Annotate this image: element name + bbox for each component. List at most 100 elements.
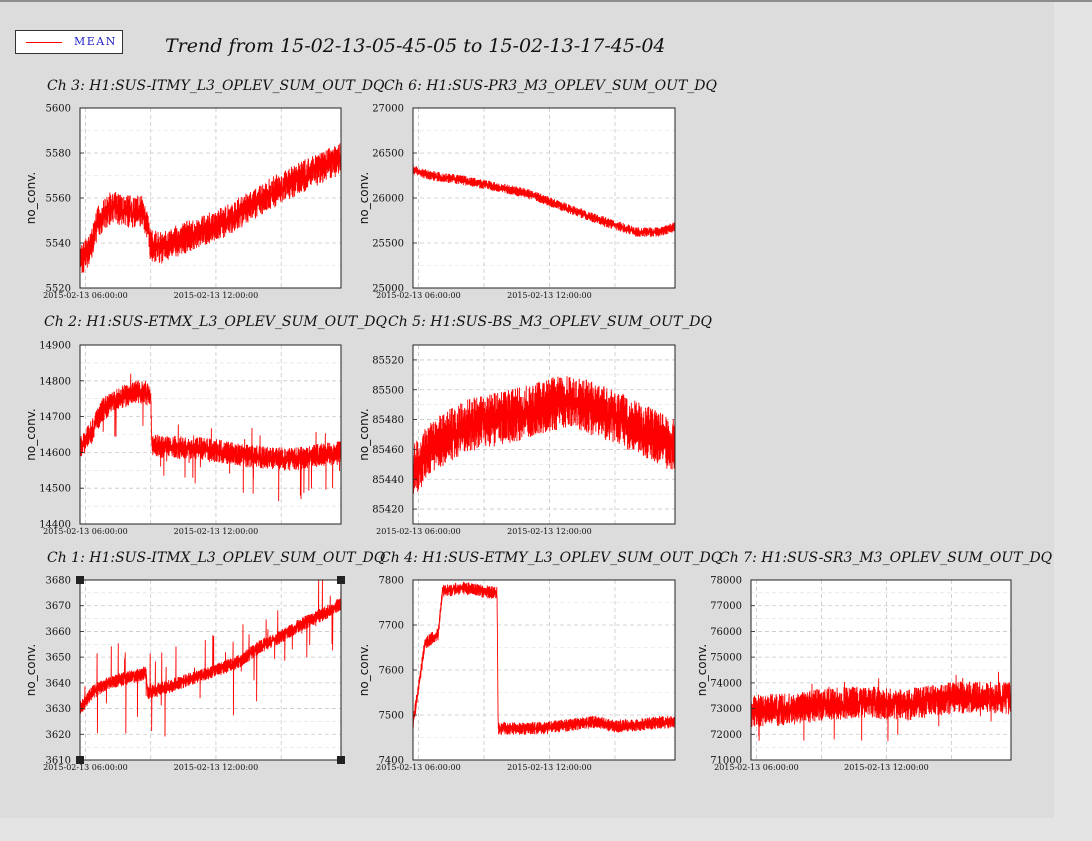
plot-ch3: 5520 5540 5560 5580 5600 2015-02-13 06:00:00 2…	[24, 104, 342, 300]
y-tick-label: 85420	[372, 505, 404, 516]
y-axis-label: no_conv.	[357, 172, 371, 224]
y-tick-label: 5580	[46, 149, 71, 160]
x-tick-label: 2015-02-13 12:00:00	[174, 291, 259, 300]
y-tick-label: 25000	[372, 284, 404, 295]
y-axis-label: no_conv.	[24, 172, 38, 224]
x-tick-label: 2015-02-13 06:00:00	[376, 763, 461, 772]
plot-ch5: 85420 85440 85460 85480 85500 85520 2015-02-13…	[357, 344, 676, 536]
grid-lines	[413, 580, 675, 760]
y-tick-label: 7800	[379, 576, 404, 587]
x-tick-label: 2015-02-13 12:00:00	[174, 763, 259, 772]
plot-ch4: 7400 7500 7600 7700 7800 2015-02-13 06:00:00 2…	[357, 576, 676, 772]
y-tick-label: 14500	[39, 484, 71, 495]
x-tick-label: 2015-02-13 12:00:00	[844, 763, 929, 772]
plot-area	[751, 580, 1011, 760]
y-tick-label: 14700	[39, 412, 71, 423]
y-tick-label: 3630	[46, 704, 71, 715]
y-tick-label: 85500	[372, 385, 404, 396]
panel-title-ch2: Ch 2: H1:SUS-ETMX_L3_OPLEV_SUM_OUT_DQ	[44, 314, 387, 330]
plot-area	[80, 345, 341, 524]
y-tick-label: 26000	[372, 194, 404, 205]
y-tick-label: 73000	[710, 704, 742, 715]
y-tick-label: 3660	[46, 627, 71, 638]
legend: MEAN	[15, 30, 123, 54]
x-tick-label: 2015-02-13 06:00:00	[376, 291, 461, 300]
plot-frame	[412, 344, 676, 525]
series-line-mean	[412, 376, 676, 494]
x-tick-label: 2015-02-13 06:00:00	[376, 527, 461, 536]
y-axis-label: no_conv.	[357, 644, 371, 696]
plot-area	[413, 580, 675, 760]
plot-frame	[412, 579, 676, 761]
y-tick-label: 78000	[710, 576, 742, 587]
y-tick-label: 3670	[46, 601, 71, 612]
x-tick-label: 2015-02-13 06:00:00	[714, 763, 799, 772]
x-tick-label: 2015-02-13 12:00:00	[174, 527, 259, 536]
page-title: Trend from 15-02-13-05-45-05 to 15-02-13…	[165, 35, 666, 57]
y-tick-label: 5600	[46, 104, 71, 115]
panel-title-ch1: Ch 1: H1:SUS-ITMX_L3_OPLEV_SUM_OUT_DQ	[47, 550, 386, 566]
plot-area	[80, 580, 341, 760]
panel-title-ch5: Ch 5: H1:SUS-BS_M3_OPLEV_SUM_OUT_DQ	[388, 314, 712, 330]
x-tick-label: 2015-02-13 06:00:00	[43, 763, 128, 772]
panel-title-ch4: Ch 4: H1:SUS-ETMY_L3_OPLEV_SUM_OUT_DQ	[380, 550, 723, 566]
trend-canvas: MEAN Trend from 15-02-13-05-45-05 to 15-…	[0, 2, 1054, 818]
y-tick-label: 25500	[372, 239, 404, 250]
plot-frame	[412, 107, 676, 289]
y-tick-label: 7400	[379, 756, 404, 767]
series-line-mean	[79, 373, 342, 501]
grid-lines	[751, 580, 1011, 760]
x-tick-label: 2015-02-13 06:00:00	[43, 527, 128, 536]
series-line-mean	[412, 164, 676, 237]
legend-label: MEAN	[74, 35, 117, 48]
y-tick-label: 77000	[710, 601, 742, 612]
y-tick-label: 72000	[710, 730, 742, 741]
y-tick-label: 76000	[710, 627, 742, 638]
y-tick-label: 27000	[372, 104, 404, 115]
y-tick-label: 71000	[710, 756, 742, 767]
y-tick-label: 14400	[39, 520, 71, 531]
plot-frame	[79, 107, 342, 289]
series-line-mean	[750, 671, 1012, 742]
grid-lines	[80, 108, 341, 288]
selection-handles	[76, 576, 345, 764]
y-axis-label: no_conv.	[24, 644, 38, 696]
resize-handle	[76, 576, 84, 584]
y-tick-label: 3620	[46, 730, 71, 741]
plot-ch7: 71000 72000 73000 74000 75000 76000 77000 78000…	[695, 576, 1012, 772]
y-tick-label: 85480	[372, 415, 404, 426]
y-tick-label: 14900	[39, 341, 71, 352]
x-tick-label: 2015-02-13 06:00:00	[43, 291, 128, 300]
y-tick-label: 26500	[372, 149, 404, 160]
y-tick-label: 5560	[46, 194, 71, 205]
y-axis-label: no_conv.	[24, 408, 38, 460]
y-tick-label: 3680	[46, 576, 71, 587]
y-tick-label: 7700	[379, 621, 404, 632]
plot-ch6: 25000 25500 26000 26500 27000 2015-02-13 06:0…	[357, 104, 676, 300]
y-tick-label: 85460	[372, 445, 404, 456]
x-tick-label: 2015-02-13 12:00:00	[507, 527, 592, 536]
y-tick-label: 5540	[46, 239, 71, 250]
y-tick-label: 85520	[372, 355, 404, 366]
plot-ch1: 3610 3620 3630 3640 3650 3660 3670 3680 2015-02-…	[24, 576, 345, 772]
series-line-mean	[79, 579, 342, 737]
top-border	[0, 0, 1092, 2]
y-tick-label: 5520	[46, 284, 71, 295]
grid-lines	[80, 345, 341, 524]
series-line-mean	[412, 581, 676, 735]
plot-area	[80, 108, 341, 288]
plot-ch2: 14400 14500 14600 14700 14800 14900 2015-02-13…	[24, 341, 342, 536]
y-tick-label: 75000	[710, 653, 742, 664]
legend-line-swatch	[26, 42, 62, 43]
plot-area	[413, 108, 675, 288]
y-tick-label: 3650	[46, 653, 71, 664]
y-tick-label: 14800	[39, 376, 71, 387]
y-axis-label: no_conv.	[695, 644, 709, 696]
y-tick-label: 3640	[46, 678, 71, 689]
resize-handle	[76, 756, 84, 764]
series-line-mean	[79, 143, 342, 274]
y-tick-label: 7500	[379, 711, 404, 722]
grid-lines	[413, 108, 675, 288]
resize-handle	[337, 576, 345, 584]
panel-title-ch7: Ch 7: H1:SUS-SR3_M3_OPLEV_SUM_OUT_DQ	[719, 550, 1053, 566]
